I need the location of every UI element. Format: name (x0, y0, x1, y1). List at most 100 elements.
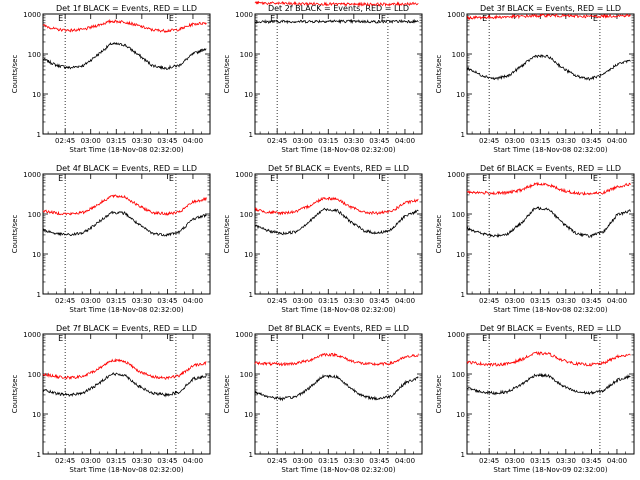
event-marker-label: E (593, 14, 598, 23)
x-tick-label: 03:45 (581, 297, 601, 305)
event-marker-label: E (270, 14, 275, 23)
event-marker-label: E (482, 14, 487, 23)
y-tick-label: 100 (28, 211, 41, 219)
x-tick-label: 03:30 (132, 457, 152, 465)
plot-frame (42, 13, 211, 135)
plot-frame (466, 333, 635, 455)
event-marker-label: E (270, 174, 275, 183)
y-tick-label: 1 (461, 291, 465, 299)
chart-title: Det 1f BLACK = Events, RED = LLD (56, 4, 197, 13)
y-tick-label: 1 (37, 131, 41, 139)
x-tick-label: 03:15 (530, 297, 550, 305)
y-tick-label: 1000 (447, 331, 465, 339)
x-tick-label: 04:00 (607, 137, 627, 145)
y-tick-label: 1000 (235, 11, 253, 19)
x-tick-label: 03:00 (81, 457, 101, 465)
lld-series-line (466, 181, 631, 196)
x-tick-label: 04:00 (183, 137, 203, 145)
x-tick-label: 02:45 (267, 137, 287, 145)
x-tick-label: 02:45 (55, 297, 75, 305)
event-marker-label: E (58, 14, 63, 23)
x-axis-label: Start Time (18-Nov-08 02:32:00) (69, 146, 183, 154)
y-tick-label: 100 (240, 371, 253, 379)
x-tick-label: 04:00 (395, 457, 415, 465)
x-tick-label: 03:00 (293, 457, 313, 465)
event-marker-label: E (482, 174, 487, 183)
y-tick-label: 1 (37, 451, 41, 459)
y-tick-label: 1 (249, 451, 253, 459)
x-tick-label: 03:00 (505, 137, 525, 145)
x-tick-label: 04:00 (183, 457, 203, 465)
event-marker-label: E (270, 334, 275, 343)
y-tick-label: 10 (456, 91, 465, 99)
events-series-line (466, 206, 631, 239)
y-tick-label: 10 (244, 251, 253, 259)
x-tick-label: 03:15 (530, 137, 550, 145)
y-tick-label: 100 (452, 211, 465, 219)
plot-frame (466, 13, 635, 135)
lld-series-line (42, 18, 207, 33)
lld-series-line (42, 194, 207, 216)
x-axis-label: Start Time (18-Nov-08 02:32:00) (493, 146, 607, 154)
event-marker-label: E (58, 334, 63, 343)
y-axis-label: Counts/sec (11, 55, 19, 94)
x-tick-label: 04:00 (183, 297, 203, 305)
y-tick-label: 100 (240, 51, 253, 59)
y-axis-label: Counts/sec (435, 375, 443, 414)
y-tick-label: 1000 (235, 331, 253, 339)
events-series-line (42, 42, 207, 71)
lld-series-line (466, 13, 631, 21)
events-series-line (254, 18, 419, 25)
x-tick-label: 03:30 (344, 137, 364, 145)
x-tick-label: 03:00 (293, 137, 313, 145)
y-tick-label: 100 (28, 371, 41, 379)
x-tick-label: 02:45 (479, 137, 499, 145)
x-tick-label: 02:45 (479, 297, 499, 305)
y-tick-label: 1000 (23, 171, 41, 179)
chart-panel-6: Det 6f BLACK = Events, RED = LLD 1 10 100 10… (435, 164, 635, 314)
chart-title: Det 9f BLACK = Events, RED = LLD (480, 324, 621, 333)
lld-series-line (466, 351, 631, 367)
x-tick-label: 03:15 (106, 297, 126, 305)
lld-series-line (42, 358, 207, 381)
y-tick-label: 1 (461, 131, 465, 139)
event-marker-label: E (381, 334, 386, 343)
x-axis-label: Start Time (18-Nov-08 02:32:00) (281, 306, 395, 314)
lld-series-line (254, 196, 419, 216)
x-tick-label: 04:00 (607, 297, 627, 305)
x-tick-label: 03:30 (344, 297, 364, 305)
y-tick-label: 1000 (23, 331, 41, 339)
chart-panel-4: Det 4f BLACK = Events, RED = LLD 1 10 100 10… (11, 164, 211, 314)
x-tick-label: 03:30 (132, 137, 152, 145)
chart-panel-2: Det 2f BLACK = Events, RED = LLD 1 10 100 10… (223, 0, 423, 154)
y-tick-label: 10 (456, 411, 465, 419)
y-tick-label: 1000 (447, 11, 465, 19)
events-series-line (42, 372, 207, 398)
y-axis-label: Counts/sec (435, 215, 443, 254)
x-tick-label: 02:45 (267, 297, 287, 305)
y-tick-label: 1 (249, 291, 253, 299)
x-axis-label: Start Time (18-Nov-08 02:32:00) (493, 306, 607, 314)
y-tick-label: 1 (249, 131, 253, 139)
y-axis-label: Counts/sec (223, 375, 231, 414)
y-tick-label: 10 (456, 251, 465, 259)
y-axis-label: Counts/sec (11, 215, 19, 254)
x-tick-label: 03:30 (556, 137, 576, 145)
x-tick-label: 03:45 (369, 457, 389, 465)
x-tick-label: 03:45 (157, 457, 177, 465)
x-tick-label: 02:45 (55, 137, 75, 145)
y-tick-label: 100 (240, 211, 253, 219)
plot-frame (254, 333, 423, 455)
events-series-line (254, 207, 419, 236)
x-tick-label: 03:15 (318, 137, 338, 145)
y-tick-label: 100 (452, 371, 465, 379)
x-axis-label: Start Time (18-Nov-08 02:32:00) (281, 146, 395, 154)
x-tick-label: 04:00 (395, 137, 415, 145)
x-tick-label: 02:45 (55, 457, 75, 465)
x-tick-label: 03:00 (293, 297, 313, 305)
chart-panel-8: Det 8f BLACK = Events, RED = LLD 1 10 100 10… (223, 324, 423, 474)
lld-series-line (254, 0, 419, 7)
x-tick-label: 04:00 (395, 297, 415, 305)
chart-title: Det 6f BLACK = Events, RED = LLD (480, 164, 621, 173)
